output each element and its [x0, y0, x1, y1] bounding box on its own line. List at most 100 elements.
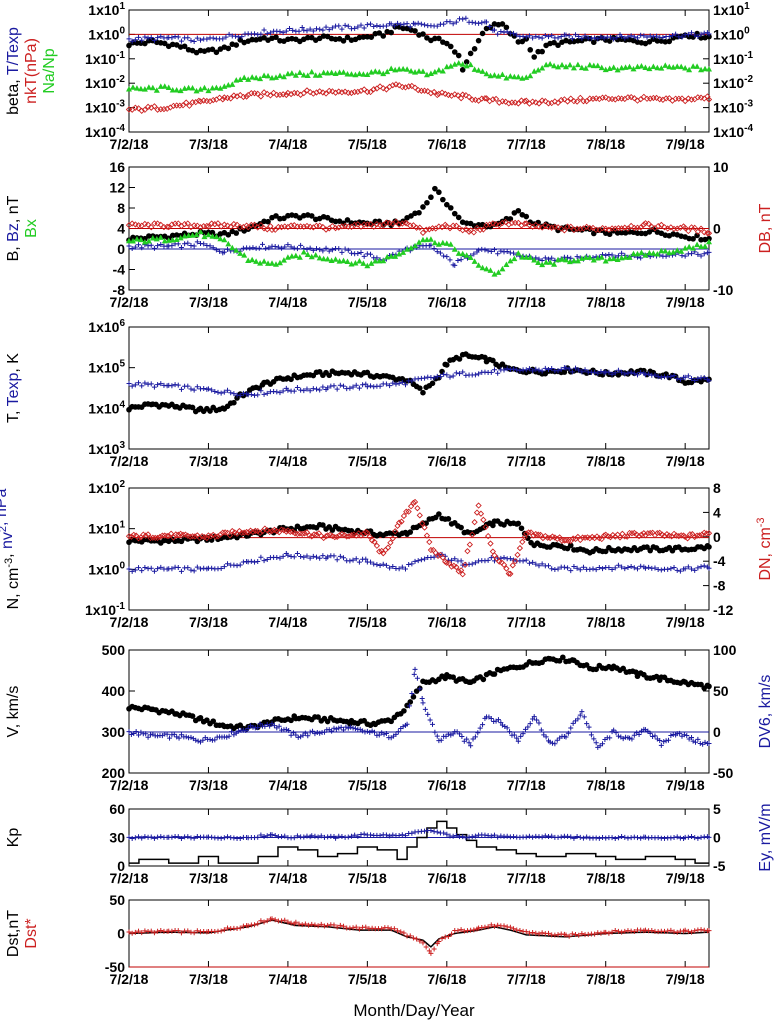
data-point [642, 834, 648, 840]
x-tick-label: 7/2/18 [110, 294, 149, 310]
data-point [396, 221, 403, 228]
data-point [264, 557, 270, 563]
data-point [341, 555, 347, 561]
data-point [542, 255, 548, 261]
data-point [266, 528, 273, 536]
data-point [535, 100, 543, 107]
data-point [566, 933, 572, 939]
data-point [563, 932, 569, 938]
data-point [602, 257, 609, 264]
data-point [634, 35, 640, 41]
data-point [507, 257, 514, 264]
x-tick-label: 7/5/18 [348, 971, 387, 987]
data-point [552, 741, 558, 747]
data-point [443, 223, 450, 230]
data-point [406, 561, 412, 567]
data-point [451, 210, 458, 217]
panel-p1: 7/2/18 7/3/18 7/4/18 7/5/18 7/6/18 7/7/18 7/8/… [5, 1, 753, 152]
data-point [268, 527, 276, 535]
data-point [678, 248, 685, 254]
data-point [307, 555, 313, 561]
data-point [139, 930, 145, 936]
data-point [640, 221, 647, 228]
series-dv6 [126, 666, 712, 750]
data-point [168, 221, 176, 228]
data-point [361, 86, 368, 93]
data-point [177, 530, 184, 537]
data-point [237, 76, 244, 83]
data-point [339, 833, 345, 839]
data-point [509, 562, 516, 569]
data-point [261, 919, 267, 925]
data-point [678, 95, 686, 102]
data-point [662, 247, 669, 254]
data-point [364, 384, 370, 390]
data-point [488, 248, 494, 254]
x-tick-label: 7/5/18 [348, 777, 387, 793]
data-point [592, 369, 598, 375]
x-tick-label: 7/4/18 [268, 453, 307, 469]
data-point [148, 242, 154, 248]
data-point [344, 70, 351, 77]
data-point [132, 244, 138, 250]
data-point [612, 836, 618, 842]
data-point [340, 69, 347, 75]
data-point [398, 518, 405, 525]
data-point [195, 97, 203, 104]
data-point [466, 541, 473, 548]
data-point [590, 230, 597, 237]
data-point [628, 563, 634, 569]
x-tick-label: 7/6/18 [427, 136, 466, 152]
data-point [376, 732, 382, 738]
y-tick-label: 60 [109, 801, 125, 817]
data-point [399, 832, 405, 838]
data-point [371, 538, 378, 546]
data-point [530, 532, 537, 539]
data-point [231, 562, 237, 568]
data-point [178, 38, 184, 44]
data-point [658, 221, 665, 229]
data-point [561, 227, 568, 234]
data-point [405, 508, 412, 515]
data-point [452, 556, 458, 562]
data-point [445, 731, 451, 737]
x-tick-label: 7/9/18 [666, 971, 705, 987]
data-point [525, 724, 531, 730]
data-point [523, 367, 529, 373]
data-point [682, 245, 689, 251]
data-point [625, 370, 631, 376]
data-point [428, 828, 434, 834]
data-point [309, 833, 315, 839]
data-point [175, 382, 181, 388]
data-point [568, 725, 574, 731]
data-point [450, 833, 456, 839]
data-point [248, 90, 255, 97]
data-point [185, 84, 192, 91]
data-point [303, 87, 311, 94]
data-point [485, 557, 491, 563]
data-point [590, 566, 596, 572]
data-point [504, 725, 510, 731]
data-point [282, 833, 288, 839]
data-point [455, 250, 462, 256]
data-point [154, 220, 161, 227]
data-point [184, 220, 191, 227]
x-tick-label: 7/7/18 [507, 453, 546, 469]
data-point [395, 20, 401, 26]
data-point [336, 725, 342, 731]
data-point [480, 516, 487, 523]
data-point [695, 376, 701, 382]
data-point [308, 533, 315, 540]
data-point [542, 32, 548, 38]
data-point [536, 720, 542, 726]
data-point [539, 368, 545, 374]
series-dst- [126, 916, 712, 956]
data-point [418, 557, 424, 563]
data-point [201, 241, 207, 247]
data-point [368, 260, 375, 266]
data-point [462, 225, 470, 233]
data-point [475, 37, 482, 44]
data-point [598, 34, 604, 40]
data-point [416, 512, 423, 519]
data-point [609, 371, 615, 377]
